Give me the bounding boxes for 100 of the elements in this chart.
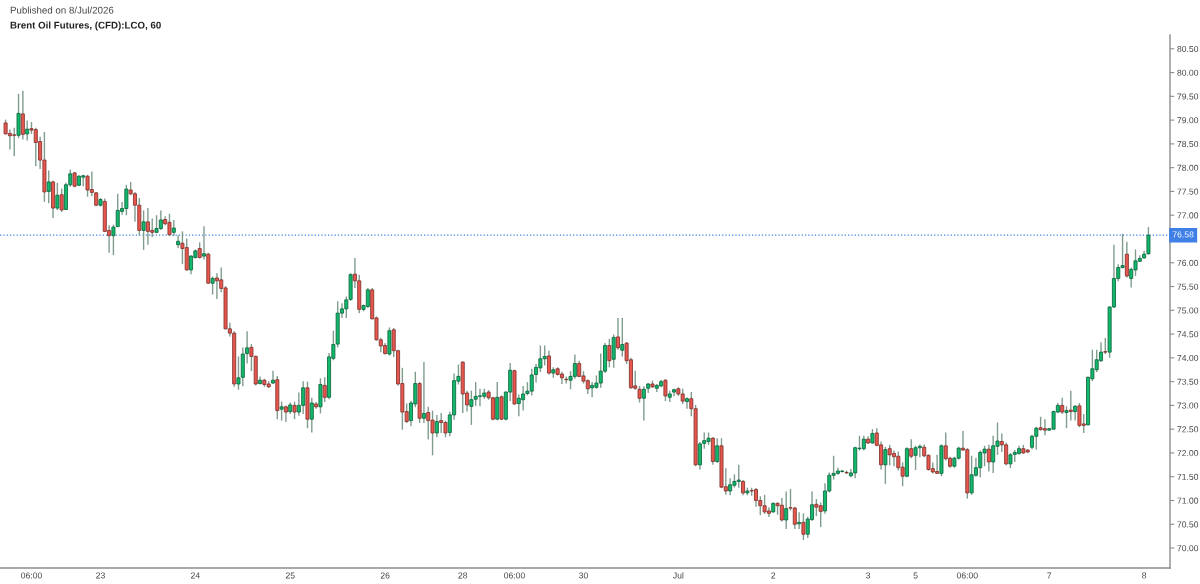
candlestick <box>439 412 444 434</box>
candlestick <box>818 501 823 528</box>
candlestick <box>158 209 163 231</box>
candlestick <box>917 443 922 458</box>
candlestick <box>685 396 689 410</box>
candlestick <box>495 381 500 421</box>
candlestick <box>620 317 625 358</box>
candlestick <box>978 449 983 478</box>
candlestick <box>969 455 974 496</box>
y-tick-label: 75.50 <box>1177 283 1199 290</box>
x-tick-label: 25 <box>285 572 295 579</box>
candlestick <box>529 368 534 397</box>
x-tick-label: 30 <box>579 572 588 579</box>
candlestick <box>1068 389 1073 422</box>
y-tick-label: 70.50 <box>1177 521 1199 528</box>
candlestick <box>991 435 996 474</box>
candlestick <box>616 317 620 351</box>
candlestick <box>301 380 306 415</box>
candlestick <box>167 213 172 237</box>
y-tick-label: 70.00 <box>1177 545 1199 552</box>
y-tick-label: 76.00 <box>1177 259 1199 266</box>
x-tick-label: 7 <box>1047 572 1052 579</box>
candlestick <box>797 511 802 530</box>
candlestick <box>434 414 439 438</box>
y-tick-label: 77.00 <box>1177 212 1199 219</box>
candlestick <box>909 438 914 459</box>
y-tick-label: 71.00 <box>1177 497 1199 504</box>
candlestick <box>210 275 215 296</box>
candlestick <box>85 174 90 198</box>
x-tick-label: 2 <box>771 572 776 579</box>
candlestick <box>20 89 25 141</box>
candlestick <box>1146 226 1151 256</box>
candlestick <box>124 184 129 216</box>
candlestick <box>318 377 323 415</box>
candlestick <box>430 409 435 457</box>
candlestick <box>801 512 806 541</box>
y-tick-label: 78.50 <box>1177 140 1199 148</box>
candlestick <box>641 385 646 422</box>
candlestick <box>421 361 426 424</box>
y-tick-label: 79.00 <box>1177 117 1199 124</box>
x-tick-label: 06:00 <box>21 572 42 579</box>
candlestick <box>12 127 17 157</box>
candlestick <box>33 127 38 167</box>
candlestick <box>309 397 314 434</box>
x-tick-label: Jul <box>673 572 684 579</box>
candlestick <box>59 187 64 213</box>
candlestick <box>176 234 181 249</box>
x-tick-label: 06:00 <box>956 572 978 579</box>
candlestick <box>663 378 668 402</box>
y-tick-label: 77.50 <box>1177 188 1199 195</box>
chart-title: Brent Oil Futures, (CFD):LCO, 60 <box>10 21 161 31</box>
candlestick <box>784 490 789 530</box>
candlestick <box>145 207 150 246</box>
candlestick <box>46 169 51 205</box>
x-tick-label: 23 <box>96 572 105 579</box>
y-tick-label: 73.00 <box>1177 402 1199 409</box>
candlestick <box>365 287 370 309</box>
y-tick-label: 74.00 <box>1177 354 1199 362</box>
y-tick-label: 72.50 <box>1177 426 1199 433</box>
candlestick <box>986 444 991 473</box>
y-tick-label: 80.00 <box>1177 69 1199 76</box>
candlestick <box>214 272 219 300</box>
candlestick <box>590 381 595 399</box>
candlestick <box>935 454 940 475</box>
candlestick <box>572 353 577 380</box>
candlestick <box>387 326 392 357</box>
y-tick-label: 75.00 <box>1177 307 1199 314</box>
x-tick-label: 28 <box>458 572 468 579</box>
candlestick <box>279 400 284 422</box>
x-tick-label: 3 <box>866 572 871 579</box>
candlestick <box>762 494 767 515</box>
candlestick <box>141 209 146 251</box>
candlestick <box>271 369 275 385</box>
candlestick <box>715 437 720 464</box>
candlestick <box>202 225 206 261</box>
candlestick <box>184 237 189 272</box>
candlestick <box>1042 418 1047 437</box>
y-tick-label: 78.00 <box>1177 164 1199 171</box>
y-tick-label: 73.50 <box>1177 378 1199 385</box>
x-tick-label: 26 <box>380 572 390 579</box>
ref-line-label: 76.58 <box>1172 231 1194 238</box>
candlestick <box>607 338 612 369</box>
y-tick-label: 79.50 <box>1177 93 1199 100</box>
x-tick-label: 06:00 <box>504 572 525 579</box>
candlestick <box>25 119 30 142</box>
candlestick <box>697 441 702 471</box>
candlestick <box>521 385 526 412</box>
x-tick-label: 24 <box>191 572 200 579</box>
y-tick-label: 74.50 <box>1177 331 1199 338</box>
text: Published on 8/Jul/2026 <box>10 6 114 14</box>
y-tick-label: 71.50 <box>1177 473 1199 480</box>
candlestick <box>55 182 60 211</box>
x-tick-label: 5 <box>913 572 918 579</box>
x-tick-label: 8 <box>1142 572 1147 579</box>
candlestick <box>189 254 194 275</box>
y-tick-label: 80.50 <box>1177 45 1199 52</box>
candlestick <box>883 446 888 485</box>
candlestick <box>322 376 327 403</box>
candlestick <box>710 436 715 466</box>
y-tick-label: 72.00 <box>1177 450 1199 457</box>
